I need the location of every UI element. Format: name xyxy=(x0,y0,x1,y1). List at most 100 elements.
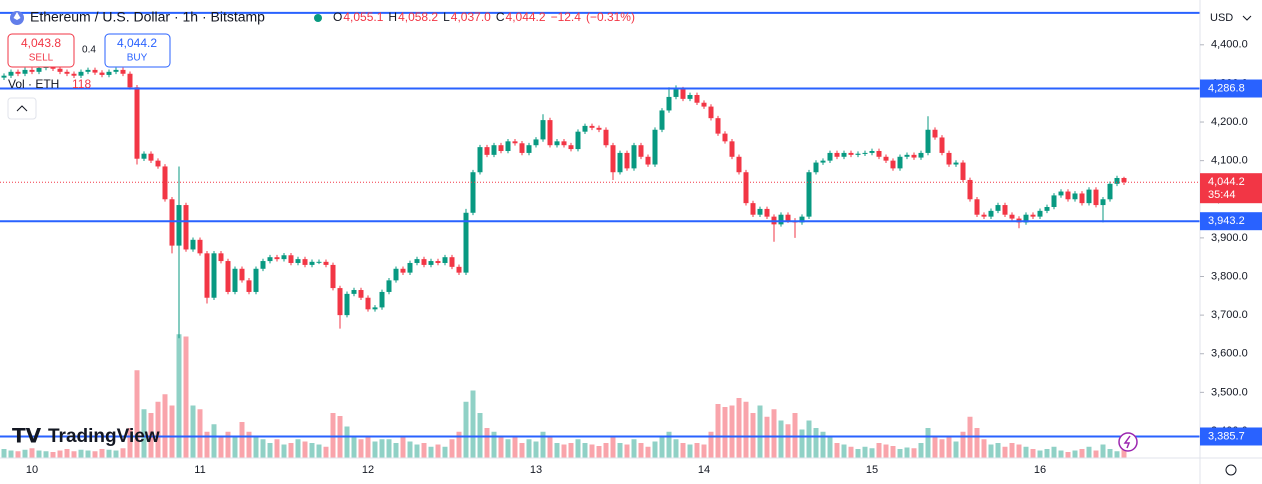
volume-bar xyxy=(897,449,903,458)
settings-button[interactable] xyxy=(1225,464,1237,476)
currency-caret xyxy=(1242,15,1252,21)
volume-bar xyxy=(302,441,308,458)
volume-bar xyxy=(575,439,581,458)
volume-bar xyxy=(176,334,182,458)
candle-body xyxy=(603,129,609,146)
candle-body xyxy=(708,106,714,119)
volume-bar xyxy=(1030,449,1036,458)
volume-bar xyxy=(813,428,819,458)
assistant-icon[interactable] xyxy=(1118,432,1138,452)
volume-bar xyxy=(344,426,350,458)
candle-body xyxy=(1121,177,1127,183)
volume-bar xyxy=(295,439,301,458)
volume-bar xyxy=(1065,452,1071,458)
volume-bar xyxy=(1121,449,1127,458)
candle-body xyxy=(547,120,553,146)
volume-bar xyxy=(379,439,385,458)
candle-body xyxy=(1002,205,1008,215)
volume-bar xyxy=(694,443,700,458)
x-tick-label: 15 xyxy=(866,464,878,476)
candle-body xyxy=(435,261,441,263)
volume-bar xyxy=(127,428,133,458)
volume-bar xyxy=(1002,446,1008,458)
candle-body xyxy=(701,102,707,107)
candle-body xyxy=(918,152,924,158)
legend-value: 4,037.0 xyxy=(451,10,491,24)
candle-body xyxy=(652,129,658,165)
volume-bar xyxy=(526,439,532,458)
candle-body xyxy=(638,145,644,157)
volume-bar xyxy=(1079,449,1085,458)
volume-bar xyxy=(1107,449,1113,458)
candle-body xyxy=(330,264,336,289)
volume-bar xyxy=(960,431,966,458)
volume-bar xyxy=(904,447,910,458)
volume-bar xyxy=(484,428,490,458)
candle-body xyxy=(869,150,875,153)
y-tick-label: 3,500.0 xyxy=(1211,386,1248,398)
candle-body xyxy=(834,152,840,157)
candle-body xyxy=(484,147,490,155)
volume-bar xyxy=(1058,450,1064,458)
x-tick-label: 10 xyxy=(26,464,38,476)
candle-body xyxy=(470,172,476,213)
volume-bar xyxy=(610,435,616,458)
x-tick-label: 14 xyxy=(698,464,710,476)
level-label: 4,286.8 xyxy=(1208,82,1245,94)
volume-bar xyxy=(505,439,511,458)
candle-body xyxy=(561,141,567,146)
candle-body xyxy=(239,268,245,281)
y-tick-label: 3,600.0 xyxy=(1211,348,1248,360)
volume-bar xyxy=(1037,450,1043,458)
candle-body xyxy=(1030,214,1036,217)
volume-bar xyxy=(666,431,672,458)
volume-bar xyxy=(218,435,224,458)
candle-body xyxy=(1,75,7,78)
candle-body xyxy=(400,268,406,273)
candle-body xyxy=(414,259,420,263)
candle-body xyxy=(813,162,819,173)
candle-body xyxy=(358,290,364,298)
collapse-button[interactable] xyxy=(7,97,37,120)
candle-body xyxy=(253,268,259,292)
candle-body xyxy=(232,268,238,292)
volume-bar xyxy=(939,439,945,458)
candle-body xyxy=(855,153,861,155)
candle-body xyxy=(295,259,301,263)
candle-body xyxy=(246,280,252,292)
candle-body xyxy=(498,145,504,151)
volume-bar xyxy=(351,435,357,458)
candle-body xyxy=(617,152,623,173)
candle-body xyxy=(519,143,525,153)
candle-body xyxy=(589,125,595,128)
candle-body xyxy=(141,153,147,159)
buy-button[interactable] xyxy=(104,33,171,68)
volume-bar xyxy=(918,443,924,458)
volume-bar xyxy=(372,441,378,458)
level-label-bg xyxy=(1200,79,1262,98)
volume-bar xyxy=(820,431,826,458)
volume-bar xyxy=(687,444,693,458)
candle-body xyxy=(176,205,182,246)
level-label: 3,385.7 xyxy=(1208,430,1245,442)
candle-body xyxy=(904,154,910,157)
candle-body xyxy=(85,69,91,72)
volume-bar xyxy=(1016,444,1022,458)
candle-body xyxy=(897,156,903,169)
candle-body xyxy=(169,199,175,246)
volume-bar xyxy=(778,420,784,458)
level-label: 3,943.2 xyxy=(1208,215,1245,227)
volume-bar xyxy=(491,431,497,458)
candle-body xyxy=(1107,183,1113,200)
brand-name: TradingView xyxy=(48,426,160,447)
candle-body xyxy=(673,89,679,97)
volume-bar xyxy=(624,444,630,458)
candle-body xyxy=(967,179,973,200)
volume-bar xyxy=(15,451,21,458)
sell-button[interactable] xyxy=(7,33,75,68)
volume-bar xyxy=(659,435,665,458)
volume-bar xyxy=(617,443,623,458)
candle-body xyxy=(92,69,98,73)
chart-title: Ethereum / U.S. Dollar · 1h · Bitstamp xyxy=(30,9,265,25)
